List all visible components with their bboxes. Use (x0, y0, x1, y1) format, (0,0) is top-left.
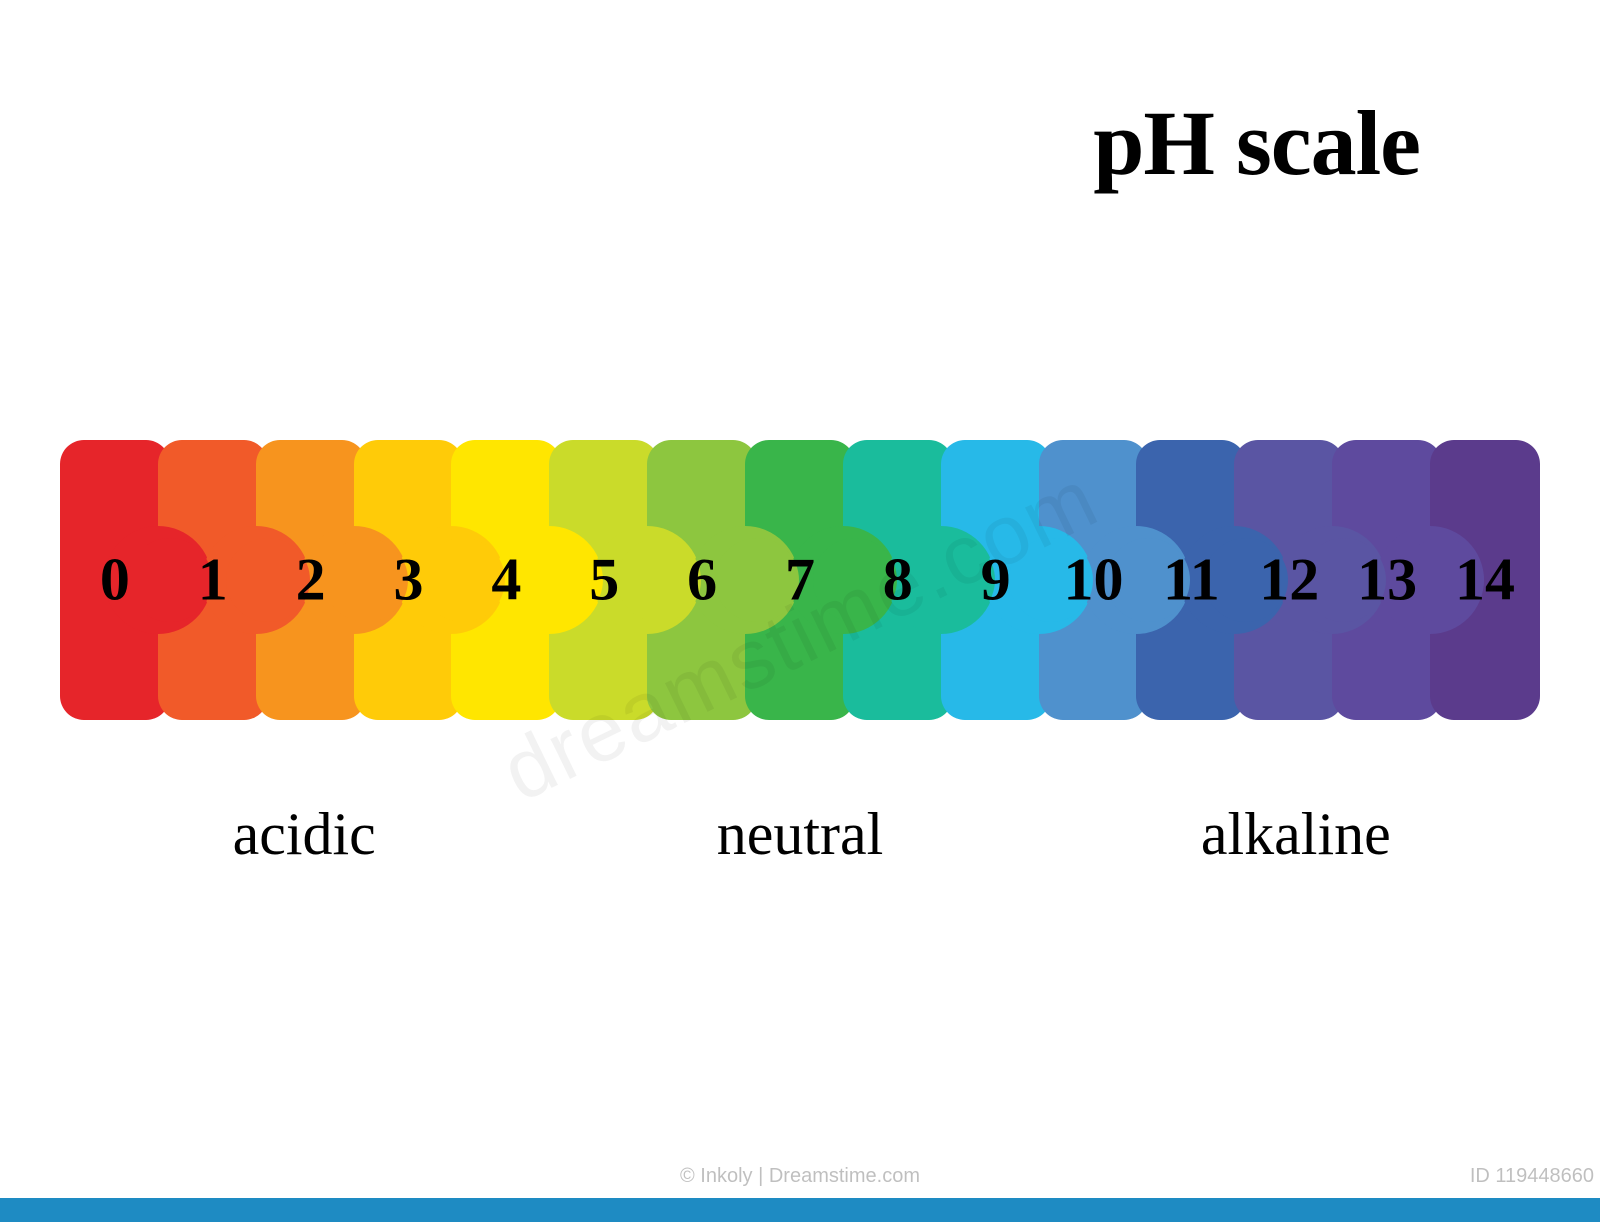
ph-value-label: 12 (1234, 546, 1344, 615)
ph-value-label: 1 (158, 546, 268, 615)
ph-value-label: 7 (745, 546, 855, 615)
watermark-id: ID 119448660 (1470, 1165, 1594, 1188)
ph-cell-4: 4 (451, 440, 561, 720)
ph-value-label: 0 (60, 546, 170, 615)
ph-cell-1: 1 (158, 440, 268, 720)
ph-value-label: 4 (451, 546, 561, 615)
region-label-alkaline: alkaline (1201, 800, 1391, 869)
watermark-credit: © Inkoly | Dreamstime.com (680, 1165, 920, 1188)
ph-value-label: 5 (549, 546, 659, 615)
ph-cell-0: 0 (60, 440, 170, 720)
ph-value-label: 13 (1332, 546, 1442, 615)
ph-cell-7: 7 (745, 440, 855, 720)
ph-value-label: 2 (256, 546, 366, 615)
ph-value-label: 14 (1430, 546, 1540, 615)
ph-value-label: 9 (941, 546, 1051, 615)
footer-accent-bar (0, 1198, 1600, 1222)
region-label-neutral: neutral (717, 800, 884, 869)
ph-cell-12: 12 (1234, 440, 1344, 720)
ph-value-label: 3 (354, 546, 464, 615)
ph-cell-10: 10 (1039, 440, 1149, 720)
ph-cell-14: 14 (1430, 440, 1540, 720)
ph-cell-13: 13 (1332, 440, 1442, 720)
ph-cell-11: 11 (1136, 440, 1246, 720)
page-title: pH scale (1093, 90, 1420, 196)
ph-cell-8: 8 (843, 440, 953, 720)
ph-scale-cells: 01234567891011121314 (60, 440, 1540, 720)
ph-cell-3: 3 (354, 440, 464, 720)
ph-cell-2: 2 (256, 440, 366, 720)
ph-cell-9: 9 (941, 440, 1051, 720)
ph-value-label: 6 (647, 546, 757, 615)
ph-value-label: 8 (843, 546, 953, 615)
ph-value-label: 10 (1039, 546, 1149, 615)
region-label-acidic: acidic (233, 800, 376, 869)
ph-scale-strip: 01234567891011121314 (60, 440, 1540, 720)
ph-cell-5: 5 (549, 440, 659, 720)
ph-value-label: 11 (1136, 546, 1246, 615)
ph-scale-diagram: pH scale 01234567891011121314 acidicneut… (0, 0, 1600, 1222)
region-labels: acidic neutral alkaline (60, 800, 1540, 880)
ph-cell-6: 6 (647, 440, 757, 720)
